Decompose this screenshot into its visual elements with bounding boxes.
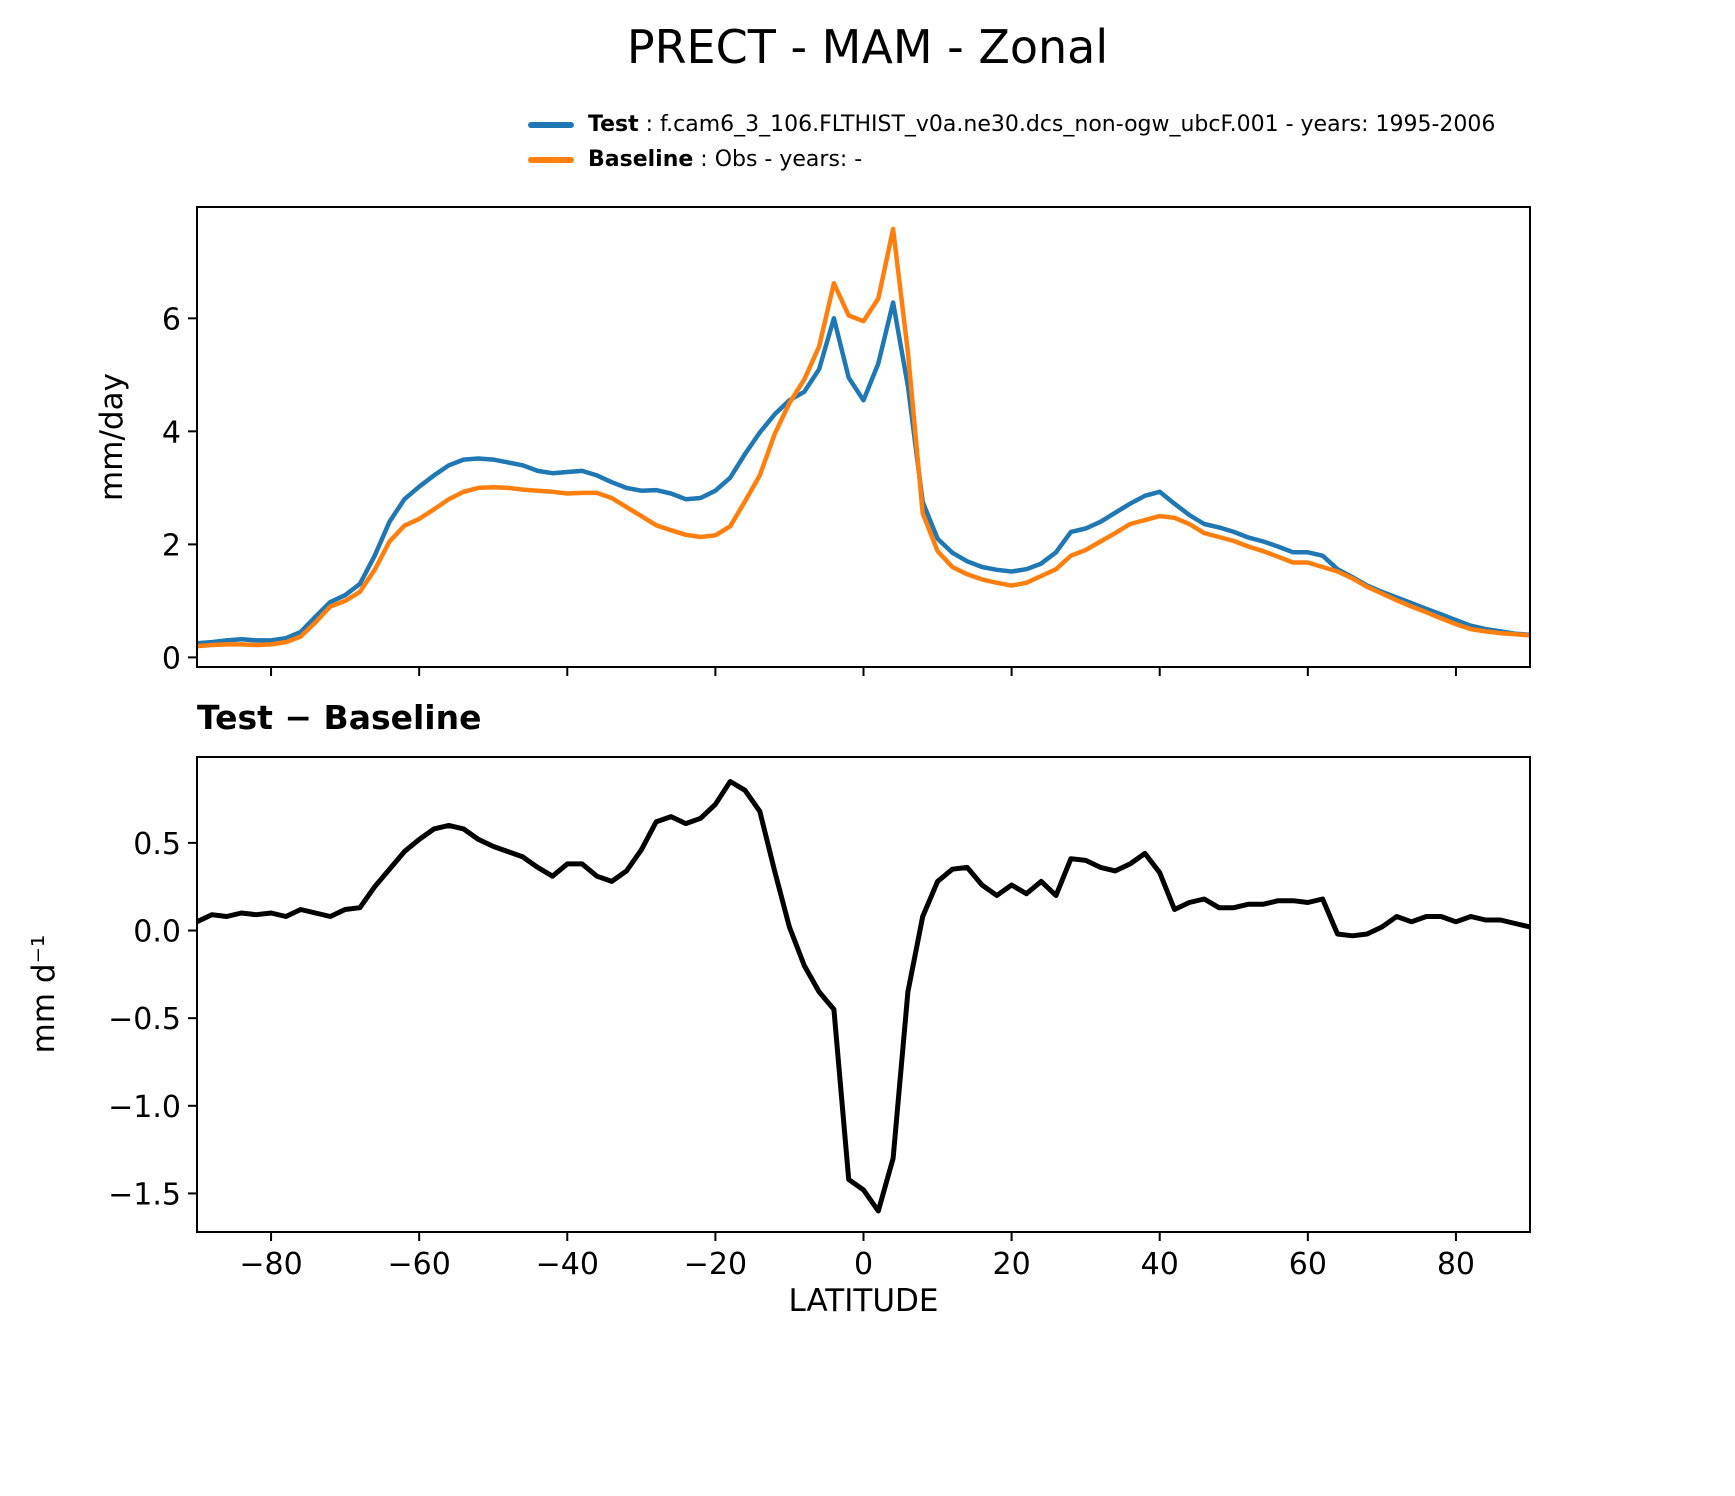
legend: Test : f.cam6_3_106.FLTHIST_v0a.ne30.dcs… — [528, 112, 1495, 172]
y-tick-label: 2 — [162, 528, 181, 563]
legend-line-swatch-baseline — [528, 156, 574, 163]
legend-series-name-baseline: Baseline — [588, 147, 694, 172]
baseline-line — [197, 226, 1530, 649]
legend-series-name-test: Test — [588, 112, 639, 137]
x-axis-label: LATITUDE — [788, 1283, 939, 1319]
legend-label-baseline: Baseline : Obs - years: - — [588, 147, 862, 172]
x-tick-label: −20 — [684, 1247, 747, 1282]
y-tick-label: −1.5 — [108, 1177, 181, 1212]
y-tick-label: 6 — [162, 302, 181, 337]
x-tick-label: −80 — [239, 1247, 302, 1282]
legend-series-desc-baseline: : Obs - years: - — [693, 147, 863, 172]
x-tick-label: −60 — [388, 1247, 451, 1282]
legend-line-swatch-test — [528, 121, 574, 128]
zonal-mean-axes-frame — [196, 206, 1531, 668]
legend-item-baseline: Baseline : Obs - years: - — [528, 147, 1495, 172]
y-tick-label: 0.0 — [133, 915, 181, 950]
difference-axes-frame — [196, 756, 1531, 1233]
test-line — [197, 300, 1530, 646]
legend-item-test: Test : f.cam6_3_106.FLTHIST_v0a.ne30.dcs… — [528, 112, 1495, 137]
y-tick-label: −1.0 — [108, 1090, 181, 1125]
x-tick-label: −40 — [536, 1247, 599, 1282]
diff-panel-title: Test − Baseline — [197, 698, 482, 737]
y-tick-label: 0 — [162, 641, 181, 676]
x-tick-label: 80 — [1437, 1247, 1475, 1282]
legend-label-test: Test : f.cam6_3_106.FLTHIST_v0a.ne30.dcs… — [588, 112, 1495, 137]
x-tick-label: 60 — [1289, 1247, 1327, 1282]
x-tick-label: 0 — [854, 1247, 873, 1282]
y-tick-label: −0.5 — [108, 1002, 181, 1037]
y-tick-label: 4 — [162, 415, 181, 450]
x-tick-label: 20 — [993, 1247, 1031, 1282]
y-tick-label: 0.5 — [133, 827, 181, 862]
x-tick-label: 40 — [1141, 1247, 1179, 1282]
diff-line — [197, 779, 1530, 1214]
figure-title: PRECT - MAM - Zonal — [626, 20, 1109, 74]
legend-series-desc-test: : f.cam6_3_106.FLTHIST_v0a.ne30.dcs_non-… — [638, 112, 1496, 137]
